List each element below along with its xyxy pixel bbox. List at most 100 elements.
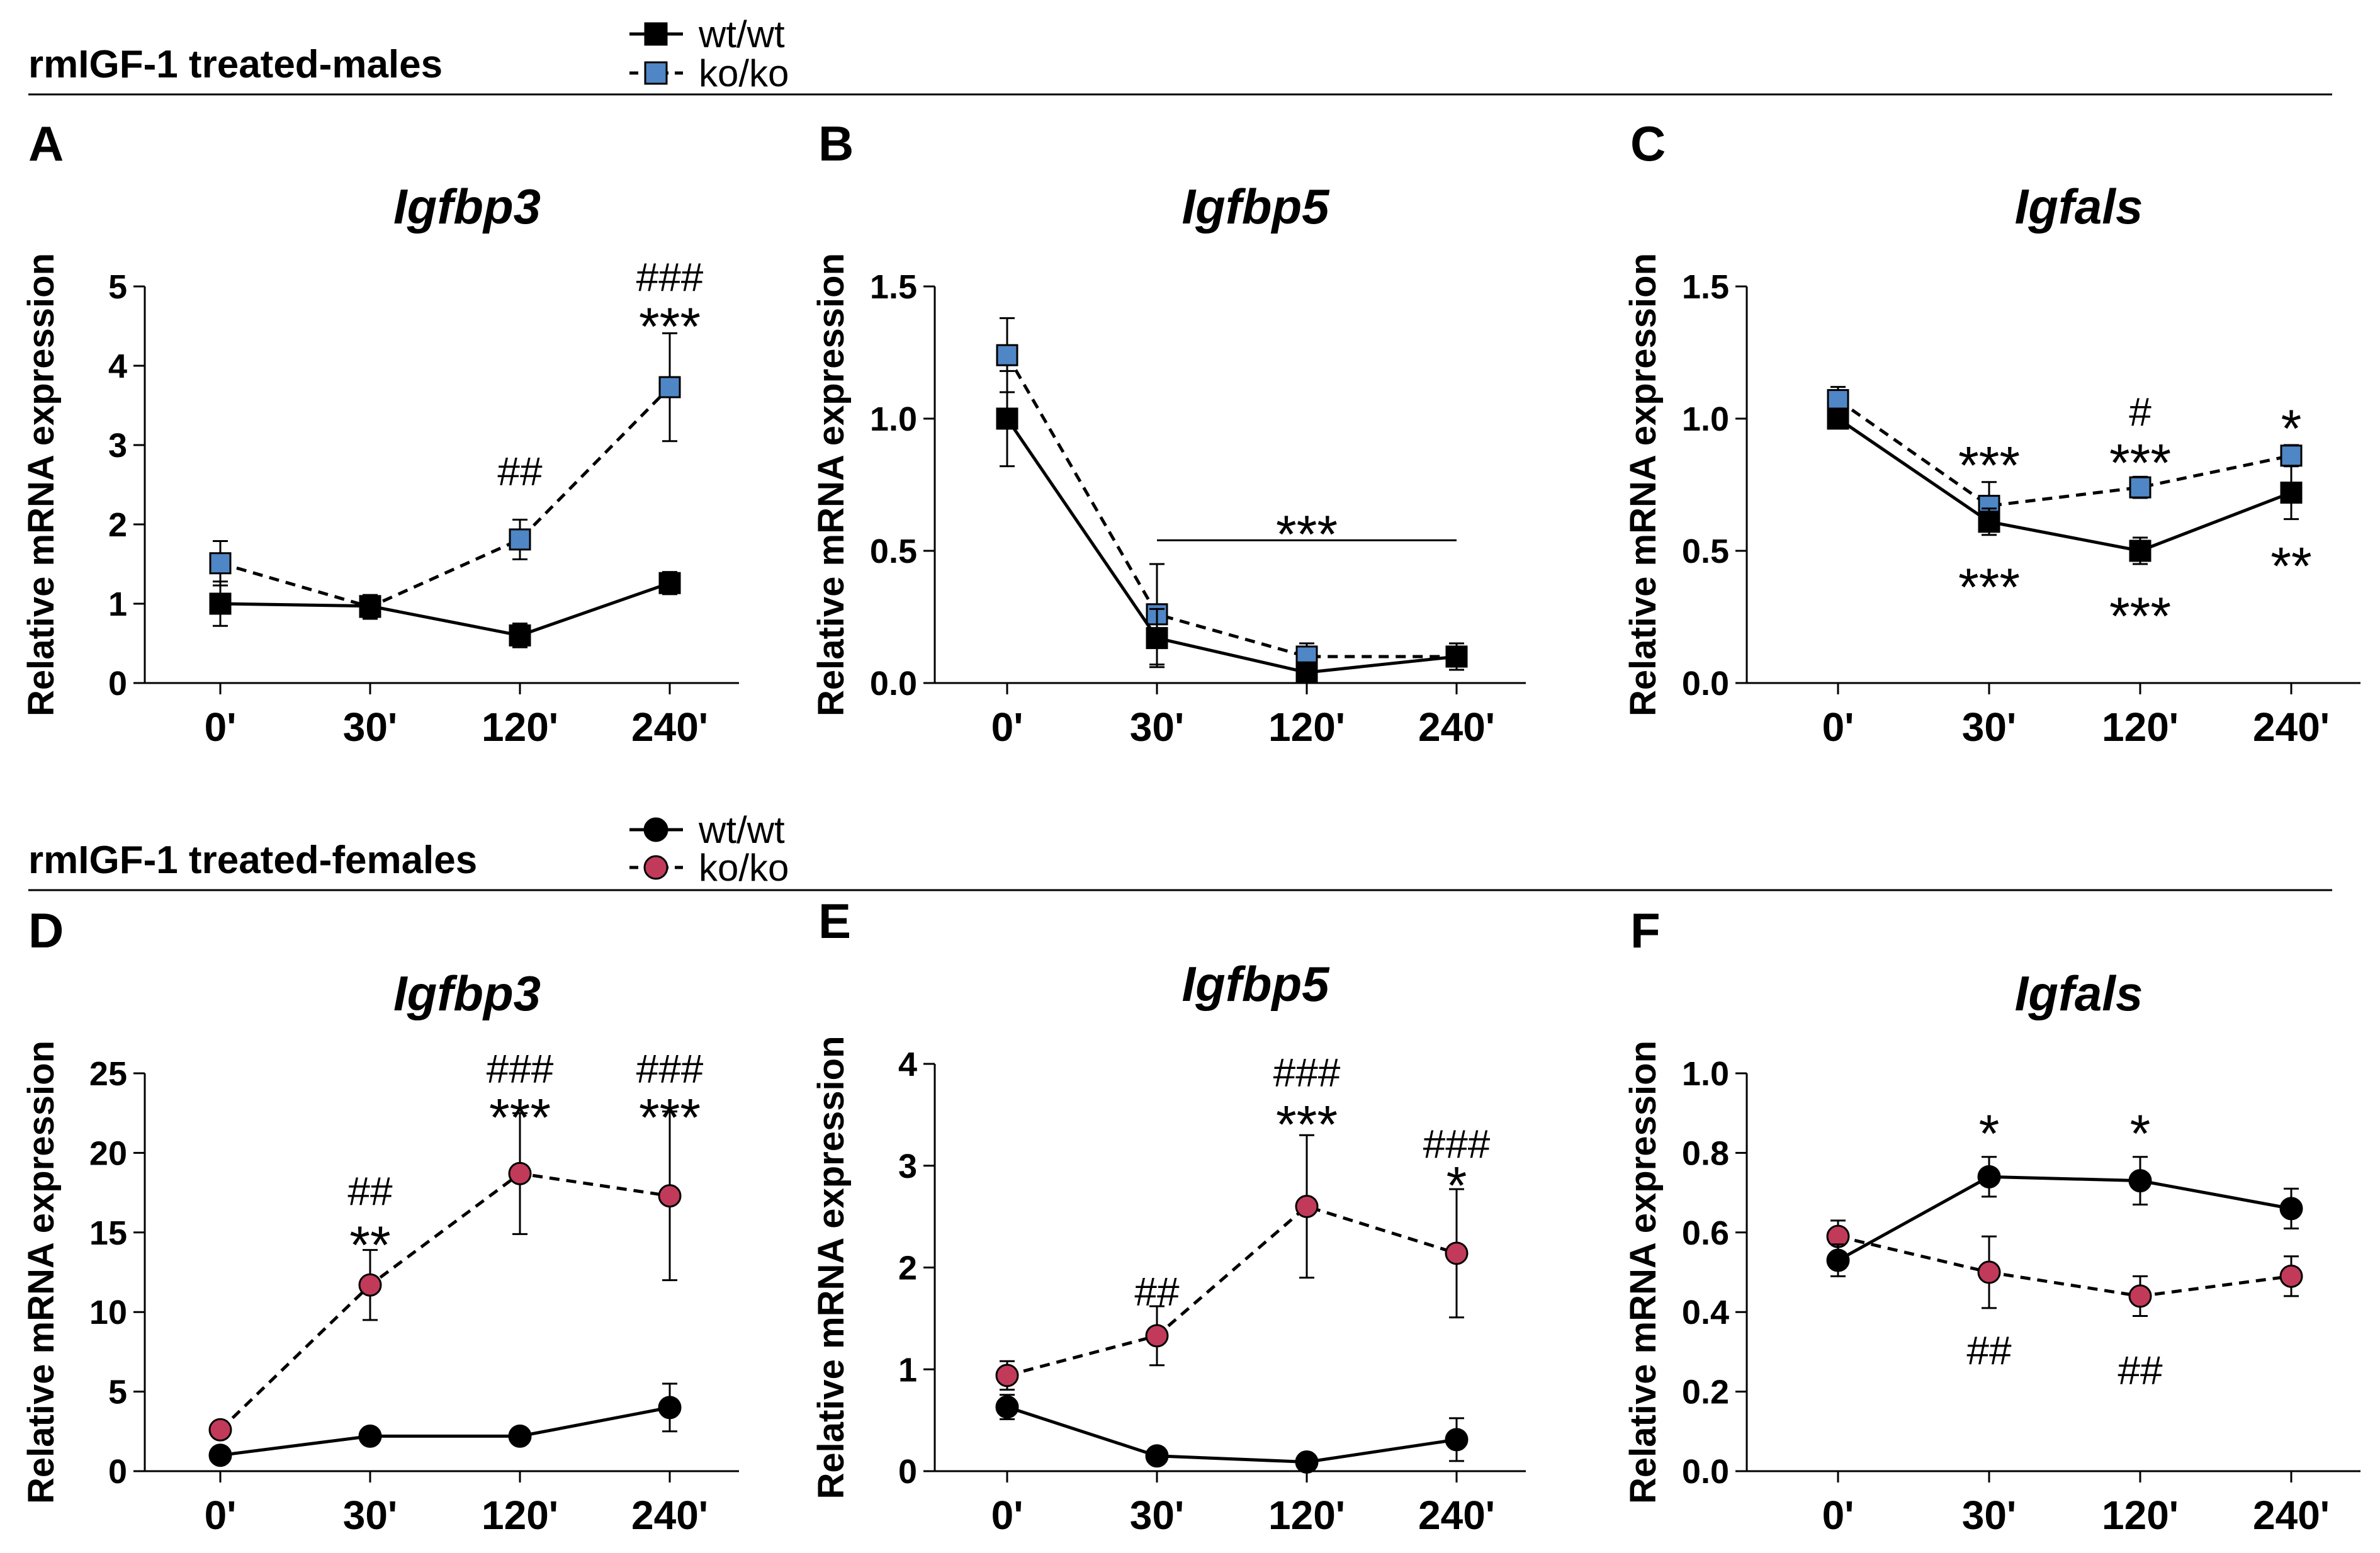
- data-point-wt: [2128, 1169, 2152, 1193]
- x-tick-label: 0': [205, 1493, 237, 1538]
- significance-marker: ##: [347, 1169, 393, 1214]
- x-tick-label: 0': [991, 1493, 1024, 1538]
- x-tick-label: 120': [482, 1493, 558, 1538]
- y-tick-label: 0.8: [1682, 1134, 1729, 1172]
- data-point-wt: [658, 572, 681, 594]
- x-tick-label: 30': [1962, 1493, 2016, 1538]
- data-point-ko: [2279, 1264, 2303, 1288]
- y-tick-label: 0.6: [1682, 1214, 1729, 1252]
- significance-marker: ***: [489, 1088, 551, 1147]
- x-tick-label: 30': [1130, 704, 1184, 750]
- data-point-ko: [658, 1184, 682, 1208]
- data-point-wt: [209, 592, 232, 615]
- series-line-wt: [1837, 1175, 2292, 1262]
- y-tick-label: 10: [89, 1294, 127, 1331]
- y-axis-label: Relative mRNA expression: [811, 253, 852, 716]
- significance-marker: ***: [1958, 557, 2020, 616]
- y-tick-label: 0.5: [870, 533, 917, 570]
- x-tick-label: 240': [631, 1493, 708, 1538]
- data-point-ko: [1445, 1241, 1469, 1265]
- y-tick-label: 15: [89, 1214, 127, 1252]
- data-point-ko: [209, 552, 232, 575]
- y-tick-label: 1.0: [870, 400, 917, 438]
- y-tick-label: 1.0: [1682, 400, 1729, 438]
- significance-marker: ***: [2109, 587, 2171, 646]
- y-tick-label: 0.5: [1682, 533, 1729, 570]
- series-line-ko: [219, 1172, 670, 1432]
- legend-ko-marker: [643, 855, 668, 880]
- significance-marker: ###: [1423, 1121, 1491, 1166]
- y-tick-label: 0: [108, 665, 127, 703]
- y-tick-label: 2: [898, 1250, 917, 1287]
- data-point-ko: [208, 1418, 232, 1442]
- y-tick-label: 1: [898, 1351, 917, 1389]
- legend-wt-label: wt/wt: [698, 809, 785, 851]
- y-tick-label: 0.0: [1682, 665, 1729, 703]
- y-tick-label: 0.4: [1682, 1294, 1729, 1331]
- x-tick-label: 0': [205, 704, 237, 750]
- panel-b: B Igfbp5 Relative mRNA expression 0.0 0.5 1.0…: [811, 116, 1526, 750]
- series-line-wt: [1005, 417, 1457, 674]
- data-point-wt: [995, 1395, 1019, 1419]
- y-tick-label: 3: [898, 1148, 917, 1185]
- panel-letter: C: [1630, 116, 1666, 171]
- y-axis-label: Relative mRNA expression: [811, 1036, 852, 1499]
- panel-a: A Igfbp3 Relative mRNA expression 0 1 2 3 4 5 0' 3…: [21, 116, 739, 750]
- y-tick-label: 0.0: [870, 665, 917, 703]
- x-tick-label: 30': [1962, 704, 2016, 750]
- y-axis-label: Relative mRNA expression: [1623, 253, 1664, 716]
- y-tick-label: 20: [89, 1134, 127, 1172]
- significance-marker: ##: [497, 449, 543, 494]
- data-point-wt: [359, 595, 381, 618]
- series-line-ko: [1005, 354, 1457, 658]
- significance-marker: **: [349, 1215, 390, 1274]
- panel-f: F Igfals Relative mRNA expression 0.0 0.2 0.4…: [1623, 903, 2360, 1538]
- significance-marker: ##: [2118, 1348, 2163, 1393]
- series-line-wt: [1007, 1405, 1457, 1464]
- chart-title: Igfals: [2015, 966, 2143, 1021]
- x-tick-label: 30': [1130, 1493, 1184, 1538]
- series-line-ko: [1837, 1234, 2292, 1298]
- y-tick-label: 4: [898, 1046, 917, 1083]
- data-point-wt: [1978, 511, 2000, 533]
- data-point-ko: [509, 528, 531, 551]
- panel-letter: D: [28, 903, 64, 958]
- y-tick-label: 1: [108, 585, 127, 623]
- y-tick-label: 5: [108, 268, 127, 306]
- x-tick-label: 0': [1822, 704, 1854, 750]
- x-tick-label: 240': [2253, 1493, 2330, 1538]
- data-point-ko: [2128, 1284, 2152, 1308]
- significance-marker: ***: [639, 297, 701, 356]
- panel-letter: A: [28, 116, 64, 171]
- significance-marker: ###: [636, 254, 704, 300]
- data-point-ko: [1827, 389, 1849, 412]
- data-point-wt: [1295, 661, 1318, 684]
- series-line-ko: [1837, 398, 2292, 508]
- data-point-wt: [1146, 627, 1168, 650]
- panel-c: C Igfals Relative mRNA expression 0.0 0.5 1.0…: [1623, 116, 2360, 750]
- data-point-ko: [358, 1273, 382, 1297]
- panel-letter: E: [818, 893, 851, 949]
- significance-marker: **: [2270, 536, 2311, 596]
- legend-wt-marker: [644, 22, 668, 46]
- data-point-wt: [1827, 407, 1849, 430]
- x-tick-label: 240': [2253, 704, 2330, 750]
- significance-marker: #: [2129, 390, 2152, 435]
- data-point-wt: [2280, 482, 2303, 504]
- x-tick-label: 240': [1418, 704, 1495, 750]
- y-axis-label: Relative mRNA expression: [21, 1041, 62, 1504]
- data-point-wt: [208, 1443, 232, 1467]
- data-point-ko: [995, 1364, 1019, 1387]
- data-point-wt: [2129, 539, 2152, 562]
- data-point-wt: [1145, 1444, 1169, 1468]
- chart-title: Igfals: [2015, 179, 2143, 234]
- data-point-wt: [1826, 1248, 1850, 1272]
- series-line-wt: [220, 1406, 670, 1457]
- significance-marker: *: [1447, 1156, 1467, 1215]
- group-title-females: rmIGF-1 treated-females: [28, 839, 477, 882]
- x-tick-label: 30': [343, 1493, 397, 1538]
- panel-d: D Igfbp3 Relative mRNA expression 0 5 10 15 20 2…: [21, 903, 739, 1538]
- panel-letter: B: [818, 116, 854, 171]
